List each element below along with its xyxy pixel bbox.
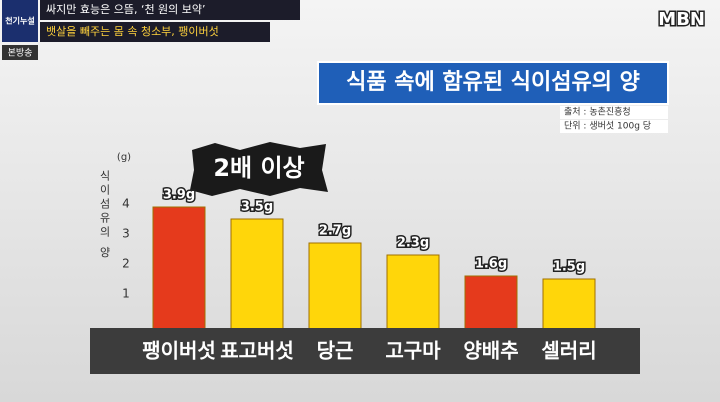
y-unit: (g) (117, 152, 131, 163)
bar (464, 275, 518, 333)
bar (230, 218, 284, 333)
value-label: 2.7g (319, 224, 351, 239)
note-box (560, 120, 668, 133)
logo: 천기누설 (5, 16, 34, 26)
chart-title: 식품 속에 함유된 식이섬유의 양 (346, 70, 640, 95)
logo-box (2, 0, 38, 42)
y-axis-label: 식이섬유의 양 (98, 169, 111, 260)
y-tick-label: 3 (122, 227, 130, 241)
y-tick-label: 4 (122, 197, 130, 211)
x-tick-label: 양배추 (463, 339, 518, 363)
category-strip (90, 328, 640, 374)
plot: 1 2 3 4 3.9g 3.5g 2.7g 2.3g 1.6g 1.5g (122, 186, 596, 333)
channel-logo: MBN (658, 9, 705, 30)
category-labels: 팽이버섯 표고버섯 당근 고구마 양배추 셀러리 (142, 339, 596, 363)
badge-box (2, 45, 38, 60)
bar (542, 278, 596, 333)
value-label: 1.6g (475, 257, 507, 272)
badge: 본방송 (8, 48, 33, 59)
x-tick-label: 당근 (317, 339, 354, 363)
value-label: 3.5g (241, 200, 273, 215)
unit-note: 단위 : 생버섯 100g 당 (564, 121, 651, 132)
x-tick-label: 셀러리 (541, 339, 596, 363)
y-tick-label: 1 (122, 287, 130, 301)
bar (386, 254, 440, 333)
x-tick-label: 고구마 (385, 339, 441, 363)
x-tick-label: 표고버섯 (220, 339, 294, 363)
note-box (560, 106, 668, 119)
headline: 뱃살을 빼주는 몸 속 청소부, 팽이버섯 (46, 25, 219, 38)
annotation: 2배 이상 (213, 154, 304, 182)
value-label: 3.9g (163, 188, 195, 203)
headline-bar (40, 22, 270, 42)
title-banner (317, 61, 669, 105)
value-label: 2.3g (397, 236, 429, 251)
headline: 싸지만 효능은 으뜸, ‘천 원의 보약’ (46, 2, 206, 16)
x-tick-label: 팽이버섯 (142, 339, 216, 363)
source: 출처 : 농촌진흥청 (564, 106, 631, 118)
y-tick-label: 2 (122, 257, 130, 271)
value-label: 1.5g (553, 260, 585, 275)
bar (152, 206, 206, 333)
bar (308, 242, 362, 333)
annotation-box (190, 142, 328, 196)
headline-bar (40, 0, 300, 20)
